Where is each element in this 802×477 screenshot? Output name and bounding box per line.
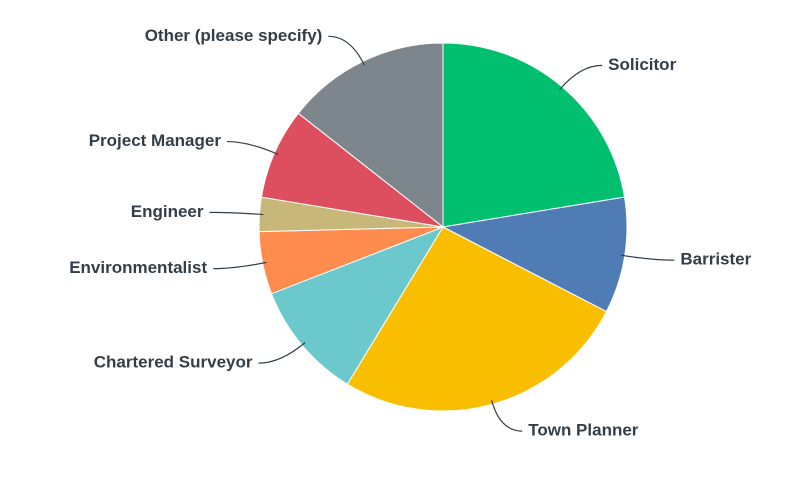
leader-line — [620, 254, 675, 261]
slice-label: Environmentalist — [69, 258, 207, 277]
slice-label: Project Manager — [89, 131, 222, 150]
leader-line — [209, 211, 264, 216]
slice-label: Chartered Surveyor — [94, 353, 253, 372]
leader-line — [258, 342, 306, 364]
leader-line — [491, 400, 523, 432]
leader-line — [213, 261, 267, 270]
leader-line — [559, 64, 603, 91]
leader-line — [328, 35, 365, 66]
slice-label: Barrister — [680, 250, 751, 269]
leader-line — [226, 140, 279, 156]
slice-label: Solicitor — [608, 55, 676, 74]
pie-slice — [442, 42, 626, 228]
slice-label: Engineer — [131, 202, 204, 221]
slice-label: Other (please specify) — [145, 26, 323, 45]
slice-label: Town Planner — [528, 421, 639, 440]
